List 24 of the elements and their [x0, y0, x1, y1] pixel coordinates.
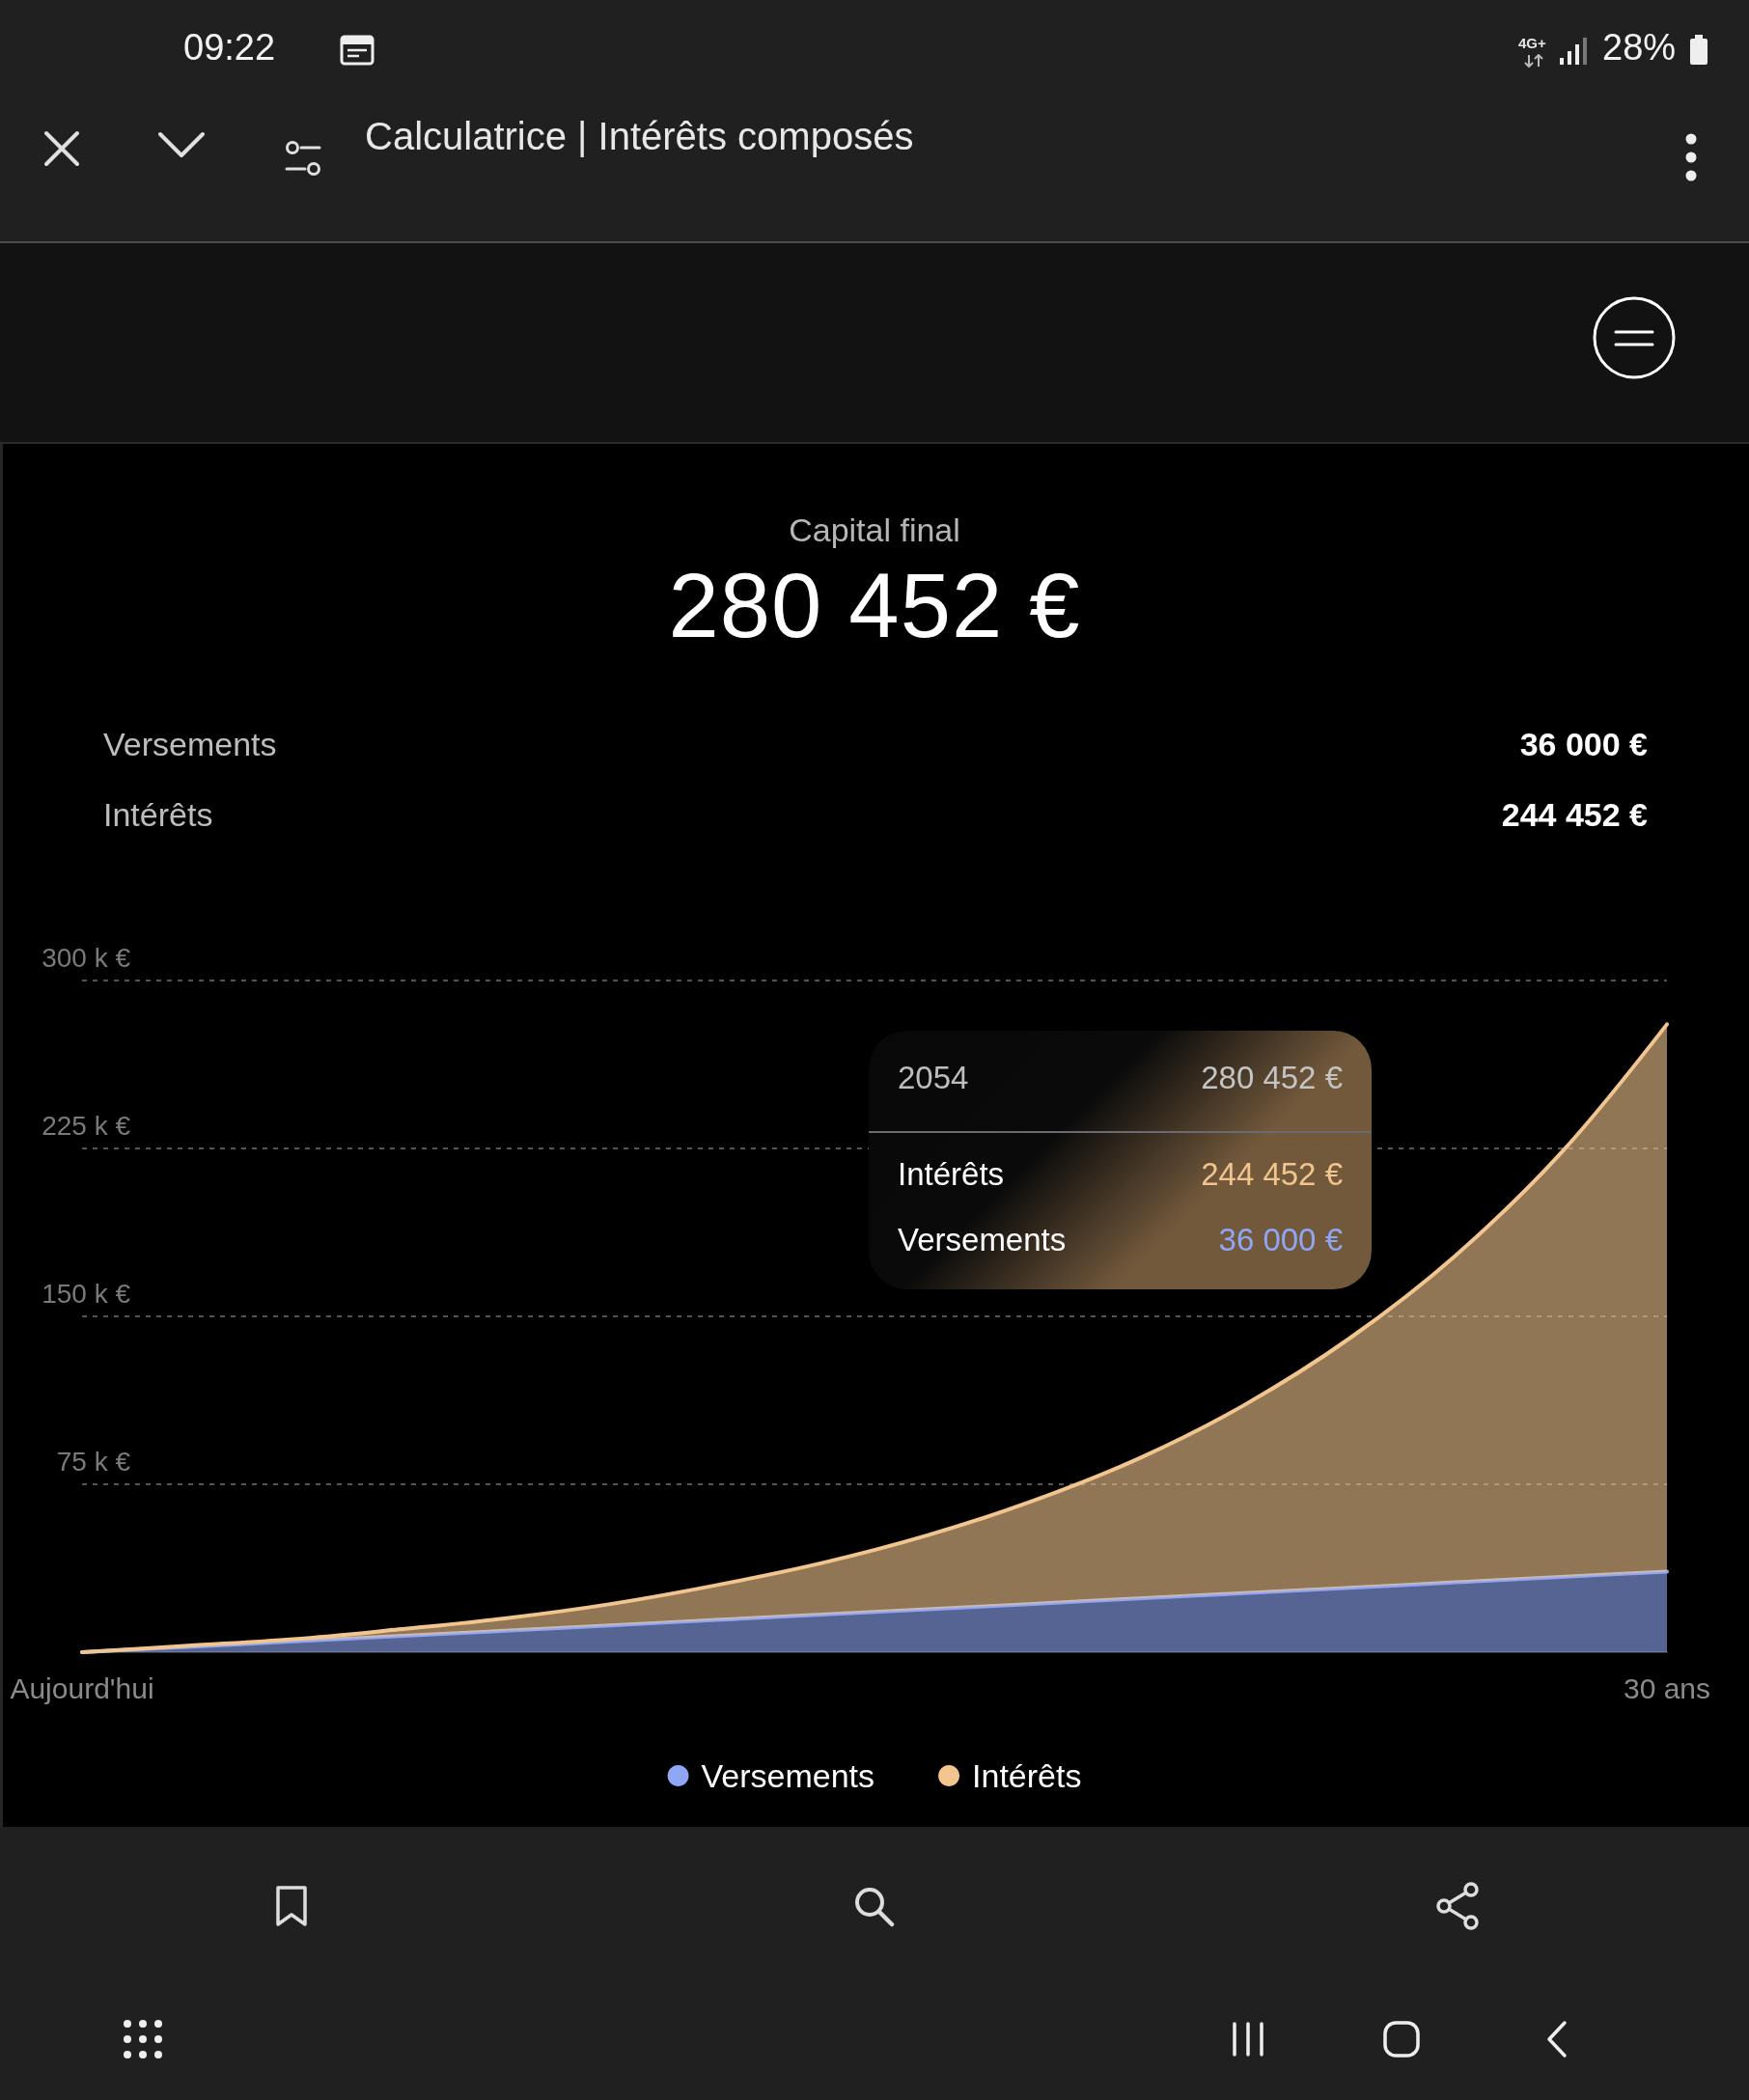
chart-title: Capital final [789, 511, 960, 550]
text: 28% [1602, 27, 1677, 69]
annotation: 244 452 € [1201, 1156, 1343, 1193]
text: 09:22 [183, 27, 276, 69]
text: Intérêts [103, 796, 213, 833]
annotation: 36 000 € [1218, 1222, 1343, 1258]
x-tick-label: Aujourd'hui [10, 1672, 154, 1704]
legend-label: Intérêts [972, 1757, 1082, 1794]
text: Intérêts [898, 1156, 1005, 1192]
y-tick-label: 150 k € [42, 1278, 131, 1309]
text: Calculatrice | Intérêts composés [365, 114, 914, 158]
y-tick-label: 300 k € [42, 942, 131, 973]
annotation: 2054 [898, 1060, 969, 1096]
annotation: 280 452 € [1201, 1060, 1343, 1096]
legend-label: Versements [701, 1757, 875, 1794]
text: 244 452 € [1501, 796, 1648, 835]
text: Versements [103, 726, 277, 762]
x-tick-label: 30 ans [1623, 1672, 1711, 1704]
text: 4G+ [1518, 35, 1546, 52]
text: Versements [898, 1222, 1067, 1257]
text: 36 000 € [1519, 726, 1648, 764]
y-tick-label: 225 k € [42, 1110, 131, 1141]
y-tick-label: 75 k € [56, 1446, 131, 1477]
chart-subtitle: 280 452 € [668, 554, 1081, 658]
